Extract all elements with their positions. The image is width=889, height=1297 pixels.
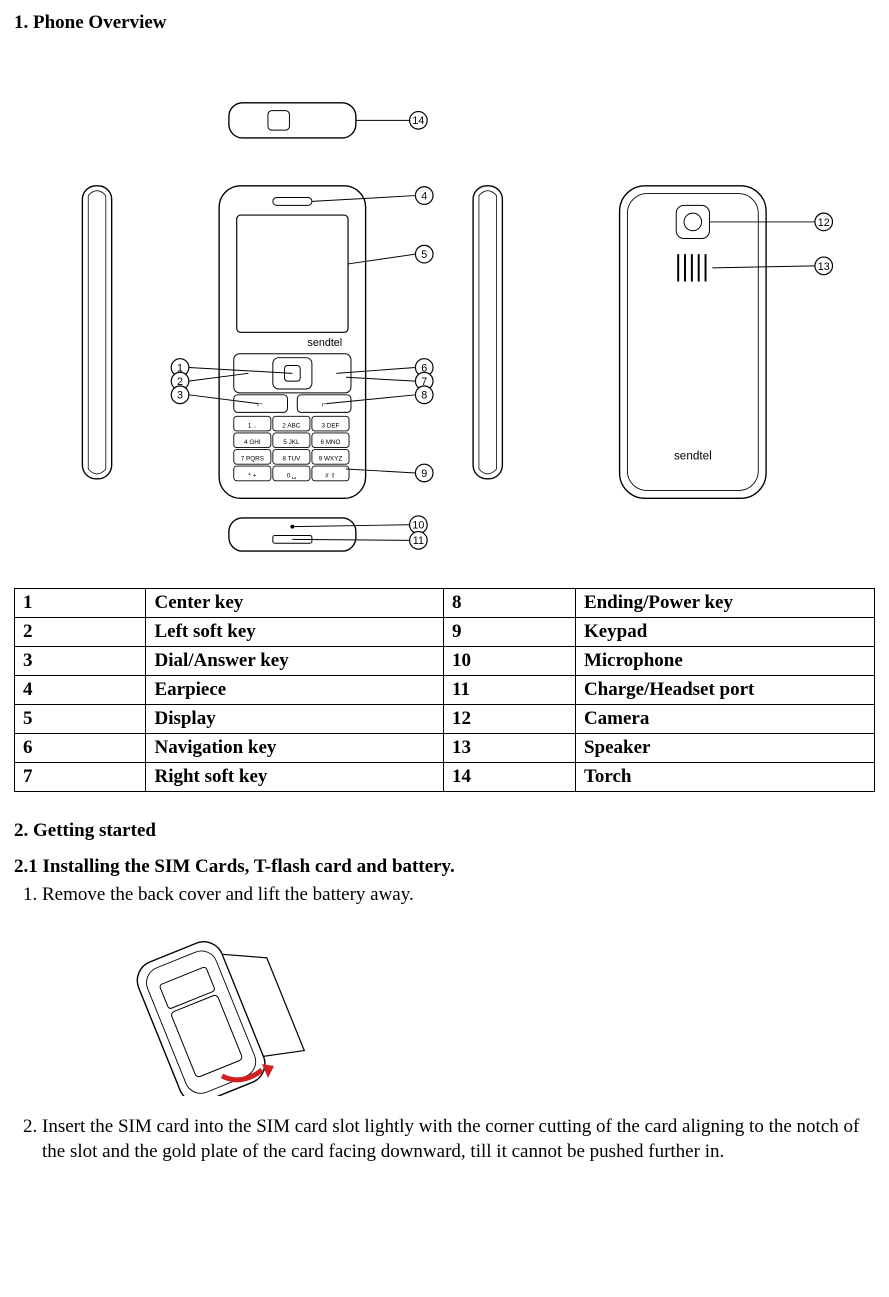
table-cell: 10 bbox=[444, 647, 576, 676]
svg-text:2 ABC: 2 ABC bbox=[282, 423, 300, 430]
table-cell: 12 bbox=[444, 705, 576, 734]
svg-text:3 DEF: 3 DEF bbox=[321, 423, 339, 430]
svg-text:13: 13 bbox=[818, 261, 830, 273]
table-cell: Dial/Answer key bbox=[146, 647, 444, 676]
svg-text:5: 5 bbox=[421, 249, 427, 261]
step-1: Remove the back cover and lift the batte… bbox=[42, 882, 875, 1096]
step-2: Insert the SIM card into the SIM card sl… bbox=[42, 1114, 875, 1165]
svg-text:⌐: ⌐ bbox=[322, 399, 328, 411]
table-cell: 4 bbox=[15, 676, 146, 705]
section-1-title: 1. Phone Overview bbox=[14, 12, 875, 34]
table-cell: Center key bbox=[146, 589, 444, 618]
svg-text:10: 10 bbox=[412, 520, 424, 532]
svg-text:7 PQRS: 7 PQRS bbox=[241, 456, 264, 463]
table-cell: Keypad bbox=[575, 618, 874, 647]
table-cell: 6 bbox=[15, 734, 146, 763]
table-row: 6Navigation key13Speaker bbox=[15, 734, 875, 763]
table-cell: 9 bbox=[444, 618, 576, 647]
svg-text:8 TUV: 8 TUV bbox=[282, 456, 301, 463]
svg-text:# ⇧: # ⇧ bbox=[325, 472, 336, 479]
table-cell: Speaker bbox=[575, 734, 874, 763]
table-cell: Ending/Power key bbox=[575, 589, 874, 618]
table-cell: 1 bbox=[15, 589, 146, 618]
svg-text:* +: * + bbox=[248, 472, 256, 479]
table-cell: Earpiece bbox=[146, 676, 444, 705]
svg-text:⌐: ⌐ bbox=[257, 399, 263, 411]
svg-text:4: 4 bbox=[421, 190, 427, 202]
svg-text:9: 9 bbox=[421, 468, 427, 480]
section-2-title: 2. Getting started bbox=[14, 820, 875, 842]
table-cell: Camera bbox=[575, 705, 874, 734]
step-2-text: Insert the SIM card into the SIM card sl… bbox=[42, 1116, 859, 1163]
table-cell: Navigation key bbox=[146, 734, 444, 763]
svg-text:0 ␣: 0 ␣ bbox=[287, 472, 296, 479]
svg-text:3: 3 bbox=[177, 390, 183, 402]
svg-text:sendtel: sendtel bbox=[674, 449, 712, 462]
table-row: 2Left soft key9Keypad bbox=[15, 618, 875, 647]
table-row: 3Dial/Answer key10Microphone bbox=[15, 647, 875, 676]
svg-text:14: 14 bbox=[412, 115, 424, 127]
svg-text:6 MNO: 6 MNO bbox=[320, 439, 340, 446]
table-cell: Display bbox=[146, 705, 444, 734]
svg-text:4 GHI: 4 GHI bbox=[244, 439, 261, 446]
svg-text:8: 8 bbox=[421, 390, 427, 402]
table-row: 1Center key8Ending/Power key bbox=[15, 589, 875, 618]
table-cell: 8 bbox=[444, 589, 576, 618]
table-cell: 11 bbox=[444, 676, 576, 705]
table-cell: 7 bbox=[15, 763, 146, 792]
parts-table: 1Center key8Ending/Power key2Left soft k… bbox=[14, 588, 875, 792]
table-cell: Left soft key bbox=[146, 618, 444, 647]
table-cell: Microphone bbox=[575, 647, 874, 676]
table-cell: Right soft key bbox=[146, 763, 444, 792]
svg-text:9 WXYZ: 9 WXYZ bbox=[319, 456, 343, 463]
table-cell: 5 bbox=[15, 705, 146, 734]
step-1-image bbox=[92, 926, 875, 1096]
svg-text:5 JKL: 5 JKL bbox=[283, 439, 300, 446]
install-steps: Remove the back cover and lift the batte… bbox=[14, 882, 875, 1165]
svg-text:sendtel: sendtel bbox=[308, 337, 343, 349]
table-row: 5Display12Camera bbox=[15, 705, 875, 734]
step-1-text: Remove the back cover and lift the batte… bbox=[42, 884, 414, 905]
table-cell: 3 bbox=[15, 647, 146, 676]
phone-overview-diagram: 14 sendtel ⌐ ⌐ 1 .. 2 ABC 3 DEF 4 GHI 5 JKL 6 MNO… bbox=[14, 48, 875, 558]
table-cell: Torch bbox=[575, 763, 874, 792]
table-cell: 14 bbox=[444, 763, 576, 792]
table-row: 7Right soft key14Torch bbox=[15, 763, 875, 792]
section-2-1-title: 2.1 Installing the SIM Cards, T-flash ca… bbox=[14, 856, 875, 878]
svg-text:11: 11 bbox=[413, 535, 424, 547]
svg-text:12: 12 bbox=[818, 217, 830, 229]
table-row: 4Earpiece11Charge/Headset port bbox=[15, 676, 875, 705]
table-cell: Charge/Headset port bbox=[575, 676, 874, 705]
svg-text:1 ..: 1 .. bbox=[248, 423, 257, 430]
table-cell: 13 bbox=[444, 734, 576, 763]
table-cell: 2 bbox=[15, 618, 146, 647]
